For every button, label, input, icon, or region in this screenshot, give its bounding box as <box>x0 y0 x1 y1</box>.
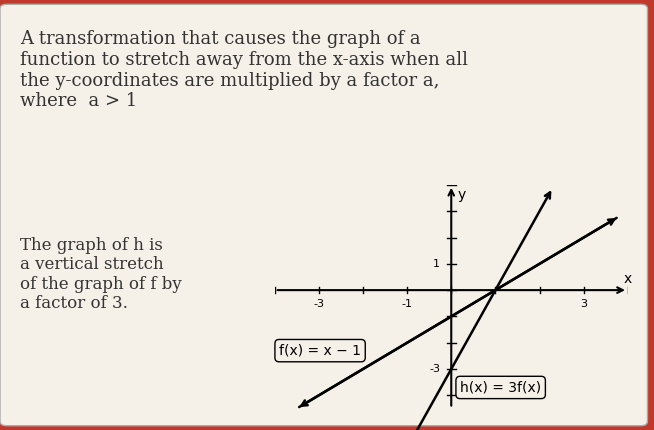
Text: h(x) = 3f(x): h(x) = 3f(x) <box>460 381 542 394</box>
Text: 1: 1 <box>433 259 440 269</box>
Text: -3: -3 <box>313 299 324 309</box>
Text: A transformation that causes the graph of a
function to stretch away from the x-: A transformation that causes the graph o… <box>20 30 468 111</box>
FancyBboxPatch shape <box>0 4 647 426</box>
Text: -1: -1 <box>402 299 413 309</box>
Text: -3: -3 <box>429 364 440 374</box>
Text: y: y <box>458 187 466 202</box>
Text: f(x) = x − 1: f(x) = x − 1 <box>279 344 361 358</box>
Text: 3: 3 <box>580 299 587 309</box>
Text: The graph of h is
a vertical stretch
of the graph of f by
a factor of 3.: The graph of h is a vertical stretch of … <box>20 237 181 312</box>
Text: x: x <box>623 272 632 286</box>
